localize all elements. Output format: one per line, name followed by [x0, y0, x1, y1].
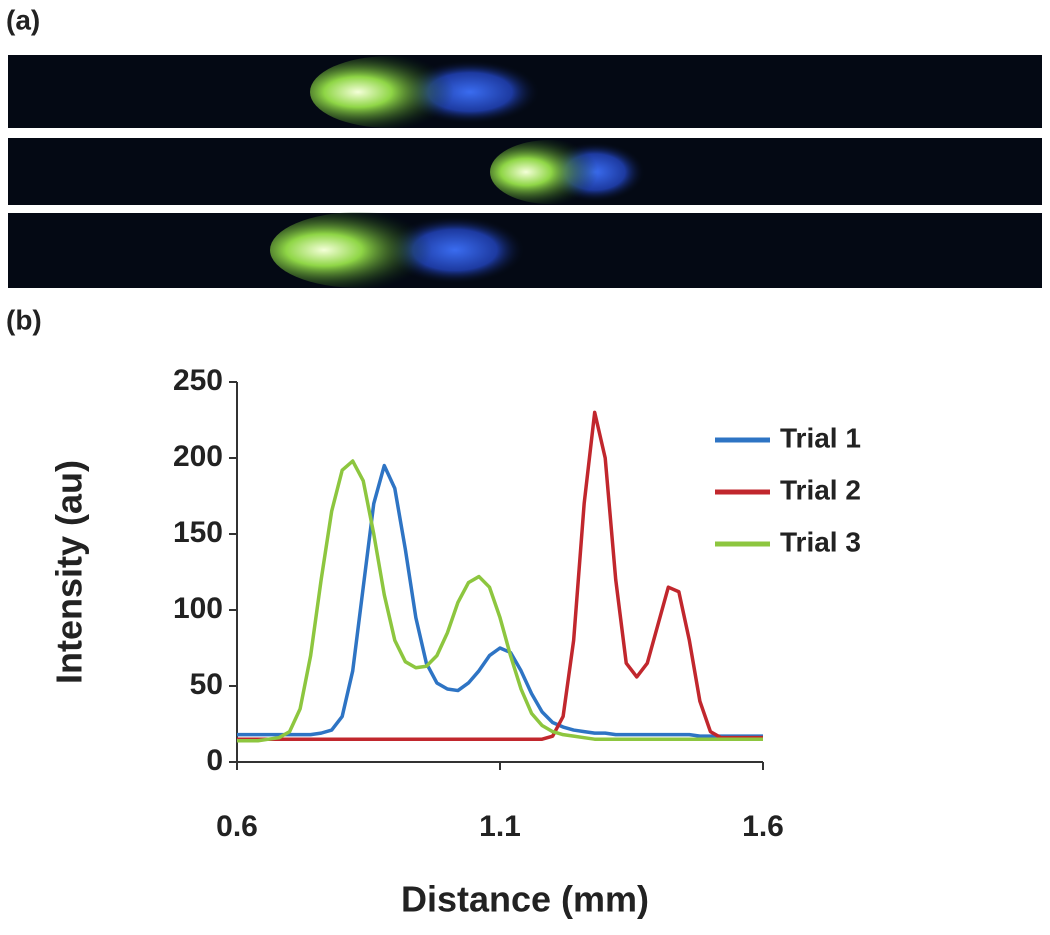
- y-tick-label: 50: [190, 668, 223, 701]
- panel-label: (a): [6, 4, 40, 35]
- x-axis-title: Distance (mm): [401, 879, 649, 920]
- x-tick-label: 1.1: [479, 810, 521, 843]
- legend-label: Trial 2: [780, 474, 861, 505]
- x-tick-label: 1.6: [742, 810, 784, 843]
- image-strip: [8, 55, 1042, 128]
- y-tick-label: 200: [173, 440, 223, 473]
- data-line: [237, 463, 763, 738]
- data-line: [237, 459, 763, 743]
- legend-label: Trial 1: [780, 422, 861, 453]
- x-tick-label: 0.6: [216, 810, 258, 843]
- y-tick-label: 100: [173, 592, 223, 625]
- image-strip: [8, 138, 1042, 205]
- y-tick-label: 150: [173, 516, 223, 549]
- y-tick-label: 250: [173, 364, 223, 397]
- legend-label: Trial 3: [780, 526, 861, 557]
- y-tick-label: 0: [206, 744, 223, 777]
- data-line: [237, 410, 763, 741]
- y-axis-title: Intensity (au): [49, 460, 90, 684]
- panel-label: (b): [6, 304, 42, 335]
- image-strip: [8, 212, 1042, 288]
